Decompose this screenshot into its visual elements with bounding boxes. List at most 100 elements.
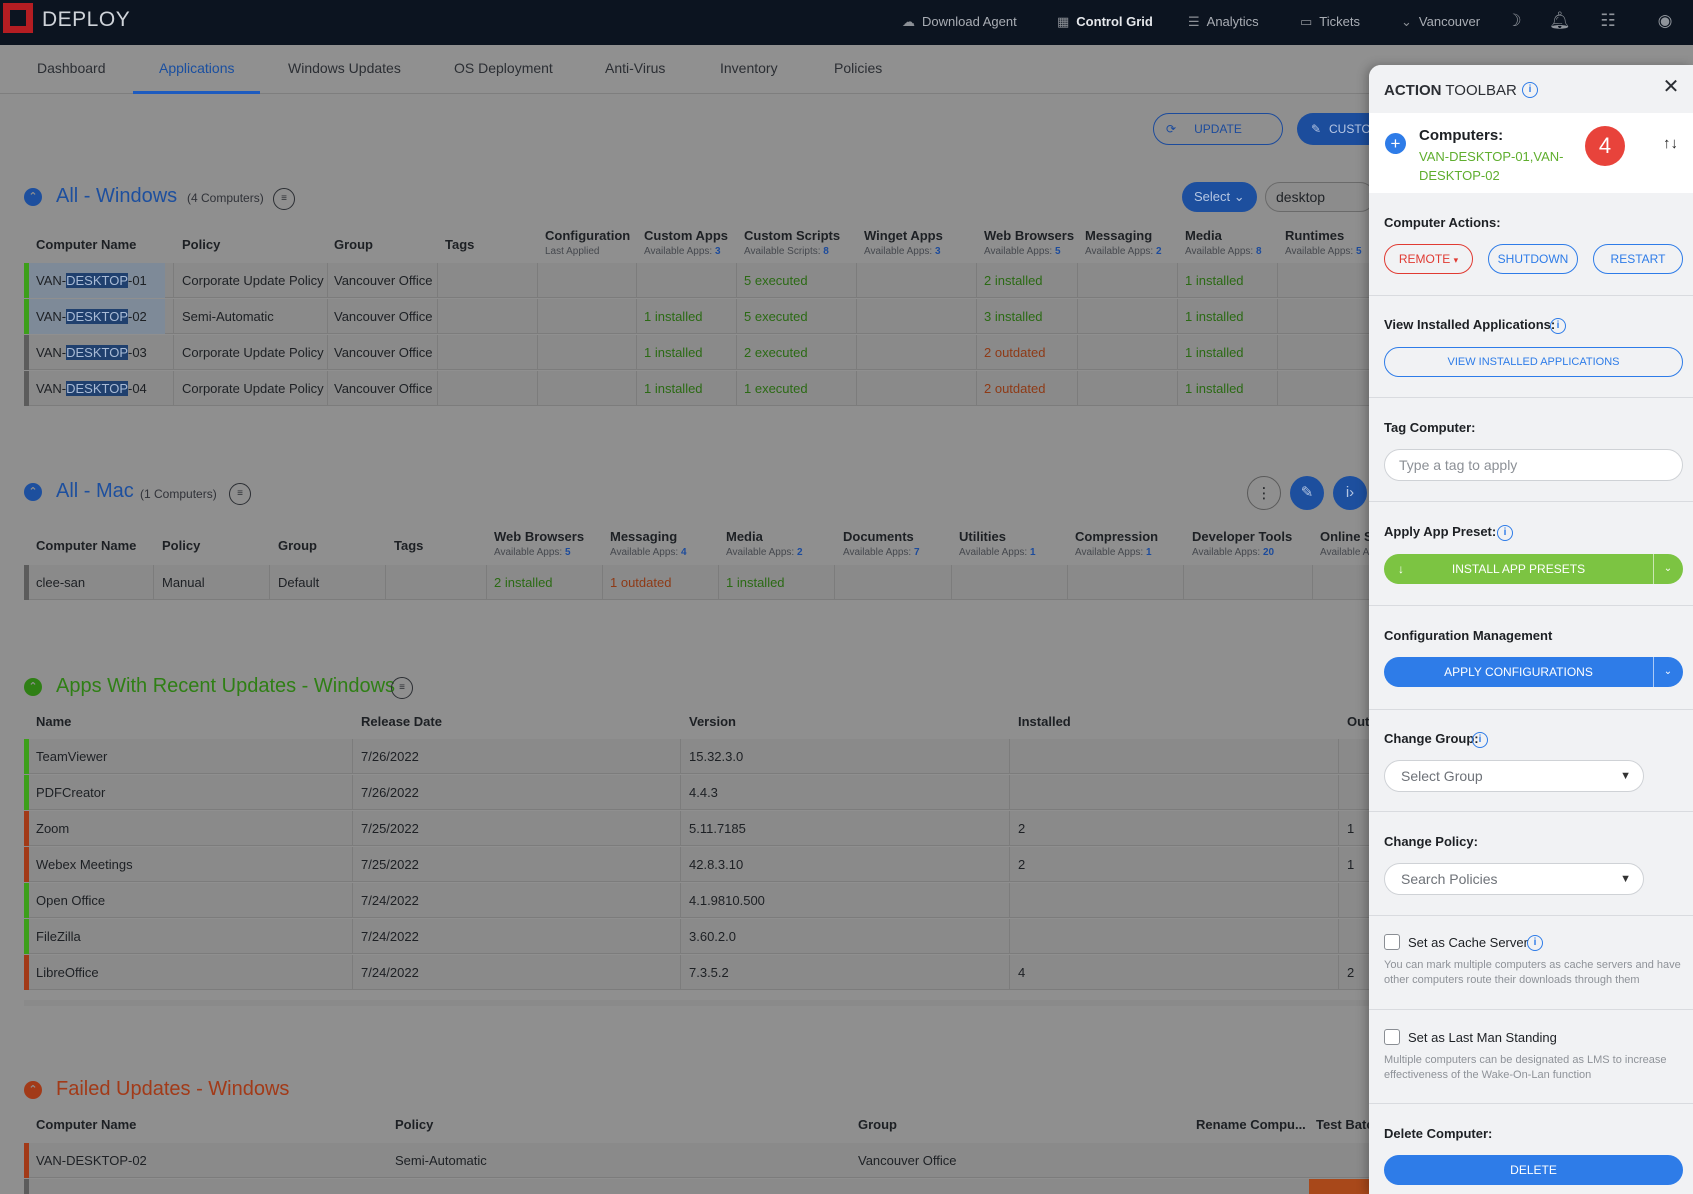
col-documents[interactable]: Documents Available Apps: 7 <box>843 529 920 558</box>
messaging-value[interactable]: 1 outdated <box>610 575 672 590</box>
tab-policies[interactable]: Policies <box>834 60 883 76</box>
filter-icon[interactable]: ≡ <box>391 677 413 699</box>
browsers-value[interactable]: 3 installed <box>984 309 1043 324</box>
col-policy[interactable]: Policy <box>395 1117 434 1132</box>
checklist-icon[interactable]: ☷ <box>1600 11 1616 30</box>
collapse-recent-icon[interactable]: ⌃ <box>24 678 42 696</box>
tag-input[interactable]: Type a tag to apply <box>1384 449 1683 481</box>
col-web-browsers[interactable]: Web Browsers Available Apps: 5 <box>984 228 1075 257</box>
col-test-batch[interactable]: Test Batc <box>1316 1117 1374 1132</box>
col-group[interactable]: Group <box>334 237 373 252</box>
col-release-date[interactable]: Release Date <box>361 714 442 729</box>
collapse-windows-icon[interactable]: ⌃ <box>24 188 42 206</box>
col-online-services[interactable]: Online S Available A <box>1320 529 1373 558</box>
last-man-standing-checkbox[interactable] <box>1384 1029 1400 1045</box>
scripts-value[interactable]: 1 executed <box>744 381 808 396</box>
control-grid-link[interactable]: ▦ Control Grid <box>1057 14 1153 29</box>
list-item[interactable]: LibreOffice 7/24/2022 7.3.5.2 4 2 <box>24 955 1369 990</box>
table-row[interactable]: clee-san Manual Default 2 installed 1 ou… <box>24 565 1369 600</box>
installed-count[interactable]: 4 <box>1018 965 1026 980</box>
remote-button[interactable]: REMOTE ▾ <box>1384 244 1473 274</box>
col-utilities[interactable]: Utilities Available Apps: 1 <box>959 529 1036 558</box>
group-select[interactable]: Select Group ▼ <box>1384 760 1644 792</box>
col-messaging[interactable]: Messaging Available Apps: 2 <box>1085 228 1162 257</box>
computer-name[interactable]: clee-san <box>36 575 86 590</box>
media-value[interactable]: 1 installed <box>726 575 785 590</box>
media-value[interactable]: 1 installed <box>1185 345 1244 360</box>
col-compression[interactable]: Compression Available Apps: 1 <box>1075 529 1159 558</box>
failed-status-badge[interactable] <box>1309 1179 1369 1194</box>
list-item[interactable]: Open Office 7/24/2022 4.1.9810.500 <box>24 883 1369 918</box>
install-app-presets-button[interactable]: ↓ INSTALL APP PRESETS ⌄ <box>1384 554 1683 584</box>
app-name[interactable]: FileZilla <box>36 929 81 944</box>
browsers-value[interactable]: 2 installed <box>984 273 1043 288</box>
tab-anti-virus[interactable]: Anti-Virus <box>605 60 666 76</box>
info-expand-icon[interactable]: i› <box>1333 476 1367 510</box>
browsers-value[interactable]: 2 outdated <box>984 381 1046 396</box>
col-group[interactable]: Group <box>278 538 317 553</box>
cache-server-checkbox[interactable] <box>1384 934 1400 950</box>
scripts-value[interactable]: 2 executed <box>744 345 808 360</box>
outdated-count[interactable]: 1 <box>1347 857 1355 872</box>
edit-icon[interactable]: ✎ <box>1290 476 1324 510</box>
analytics-link[interactable]: ☰ Analytics <box>1188 14 1259 29</box>
col-rename-computer[interactable]: Rename Compu... <box>1196 1117 1306 1132</box>
col-runtimes[interactable]: Runtimes Available Apps: 5 <box>1285 228 1362 257</box>
list-item[interactable]: PDFCreator 7/26/2022 4.4.3 <box>24 775 1369 810</box>
browsers-value[interactable]: 2 installed <box>494 575 553 590</box>
info-icon[interactable]: i <box>1527 935 1543 951</box>
delete-button[interactable]: DELETE <box>1384 1155 1683 1185</box>
select-dropdown[interactable]: Select ⌄ <box>1182 182 1257 212</box>
col-media[interactable]: Media Available Apps: 8 <box>1185 228 1262 257</box>
info-icon[interactable]: i <box>1522 82 1538 98</box>
outdated-count[interactable]: 2 <box>1347 965 1355 980</box>
list-item[interactable]: TeamViewer 7/26/2022 15.32.3.0 <box>24 739 1369 774</box>
col-web-browsers[interactable]: Web Browsers Available Apps: 5 <box>494 529 585 558</box>
computer-name[interactable]: VAN-DESKTOP-01 <box>36 273 147 288</box>
sort-icon[interactable]: ↑↓ <box>1663 135 1678 152</box>
media-value[interactable]: 1 installed <box>1185 273 1244 288</box>
custom-apps-value[interactable]: 1 installed <box>644 381 703 396</box>
list-item[interactable]: Webex Meetings 7/25/2022 42.8.3.10 2 1 <box>24 847 1369 882</box>
app-name[interactable]: LibreOffice <box>36 965 99 980</box>
col-winget-apps[interactable]: Winget Apps Available Apps: 3 <box>864 228 943 257</box>
col-configuration[interactable]: Configuration Last Applied <box>545 228 631 257</box>
table-row[interactable]: VAN-DESKTOP-01 Corporate Update Policy V… <box>24 263 1369 298</box>
table-row[interactable]: VAN-DESKTOP-04 Corporate Update Policy V… <box>24 371 1369 406</box>
tab-applications[interactable]: Applications <box>159 60 235 76</box>
scripts-value[interactable]: 5 executed <box>744 309 808 324</box>
info-icon[interactable]: i <box>1497 525 1513 541</box>
installed-count[interactable]: 2 <box>1018 821 1026 836</box>
chevron-down-icon[interactable]: ⌄ <box>1663 563 1673 574</box>
col-group[interactable]: Group <box>858 1117 897 1132</box>
col-tags[interactable]: Tags <box>394 538 424 553</box>
col-policy[interactable]: Policy <box>162 538 201 553</box>
tab-windows-updates[interactable]: Windows Updates <box>288 60 401 76</box>
col-name[interactable]: Name <box>36 714 72 729</box>
media-value[interactable]: 1 installed <box>1185 309 1244 324</box>
tab-dashboard[interactable]: Dashboard <box>37 60 106 76</box>
app-name[interactable]: Open Office <box>36 893 106 908</box>
media-value[interactable]: 1 installed <box>1185 381 1244 396</box>
custom-apps-value[interactable]: 1 installed <box>644 345 703 360</box>
app-name[interactable]: TeamViewer <box>36 749 108 764</box>
update-button[interactable]: ⟳ UPDATE <box>1153 113 1283 145</box>
col-computer-name[interactable]: Computer Name <box>36 538 137 553</box>
computer-name[interactable]: VAN-DESKTOP-04 <box>36 381 147 396</box>
filter-icon[interactable]: ≡ <box>273 188 295 210</box>
list-item[interactable]: FileZilla 7/24/2022 3.60.2.0 <box>24 919 1369 954</box>
computer-name[interactable]: VAN-DESKTOP-02 <box>36 309 147 324</box>
col-outdated[interactable]: Out <box>1347 714 1370 729</box>
table-row[interactable]: VAN-DESKTOP-03 Corporate Update Policy V… <box>24 335 1369 370</box>
policy-select[interactable]: Search Policies ▼ <box>1384 863 1644 895</box>
collapse-mac-icon[interactable]: ⌃ <box>24 483 42 501</box>
col-computer-name[interactable]: Computer Name <box>36 1117 137 1132</box>
info-icon[interactable]: i <box>1472 732 1488 748</box>
col-tags[interactable]: Tags <box>445 237 475 252</box>
browsers-value[interactable]: 2 outdated <box>984 345 1046 360</box>
add-computer-icon[interactable]: + <box>1385 133 1406 154</box>
table-row[interactable]: VAN-DESKTOP-02 Semi-Automatic Vancouver … <box>24 299 1369 334</box>
app-name[interactable]: Webex Meetings <box>36 857 133 872</box>
tab-inventory[interactable]: Inventory <box>720 60 778 76</box>
col-developer-tools[interactable]: Developer Tools Available Apps: 20 <box>1192 529 1293 558</box>
